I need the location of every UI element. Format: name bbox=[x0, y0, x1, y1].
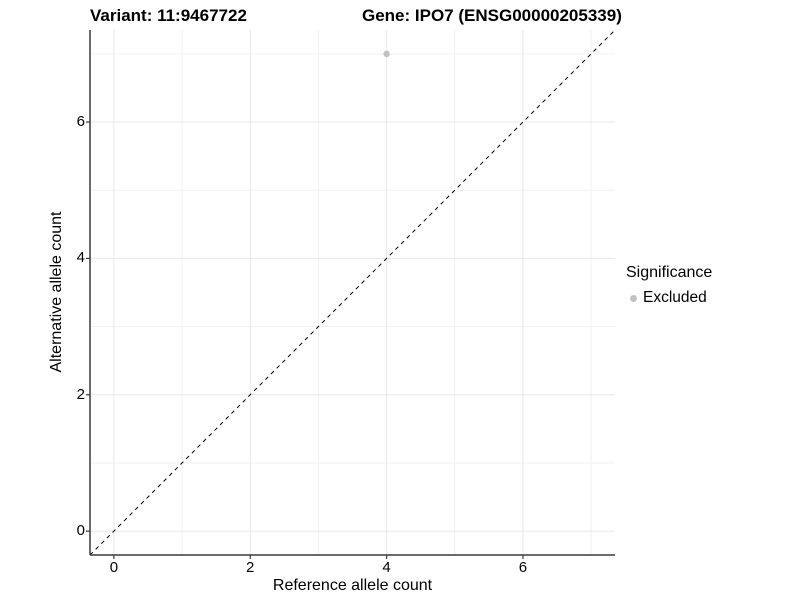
legend-item-label: Excluded bbox=[643, 289, 707, 306]
legend-title: Significance bbox=[626, 264, 713, 281]
identity-dashed-line bbox=[89, 29, 616, 556]
legend: Significance Excluded bbox=[626, 264, 712, 307]
y-tick-label: 0 bbox=[76, 522, 85, 540]
excluded-point-marker-icon bbox=[630, 294, 637, 302]
x-tick-label: 4 bbox=[382, 559, 391, 576]
y-tick-label: 2 bbox=[76, 385, 85, 403]
x-tick-label: 0 bbox=[109, 559, 119, 576]
y-tick-label: 6 bbox=[76, 113, 85, 131]
x-axis-label: Reference allele count bbox=[272, 577, 433, 594]
legend-item-excluded: Excluded bbox=[626, 289, 712, 307]
x-tick-label: 2 bbox=[246, 559, 255, 576]
plot-title-variant: Variant: 11:9467722 bbox=[90, 6, 247, 25]
plot-title-gene: Gene: IPO7 (ENSG00000205339) bbox=[362, 6, 622, 25]
y-tick-label: 4 bbox=[76, 249, 85, 267]
data-point bbox=[383, 50, 390, 58]
y-axis-label: Alternative allele count bbox=[48, 211, 65, 373]
x-tick-label: 6 bbox=[518, 559, 528, 576]
